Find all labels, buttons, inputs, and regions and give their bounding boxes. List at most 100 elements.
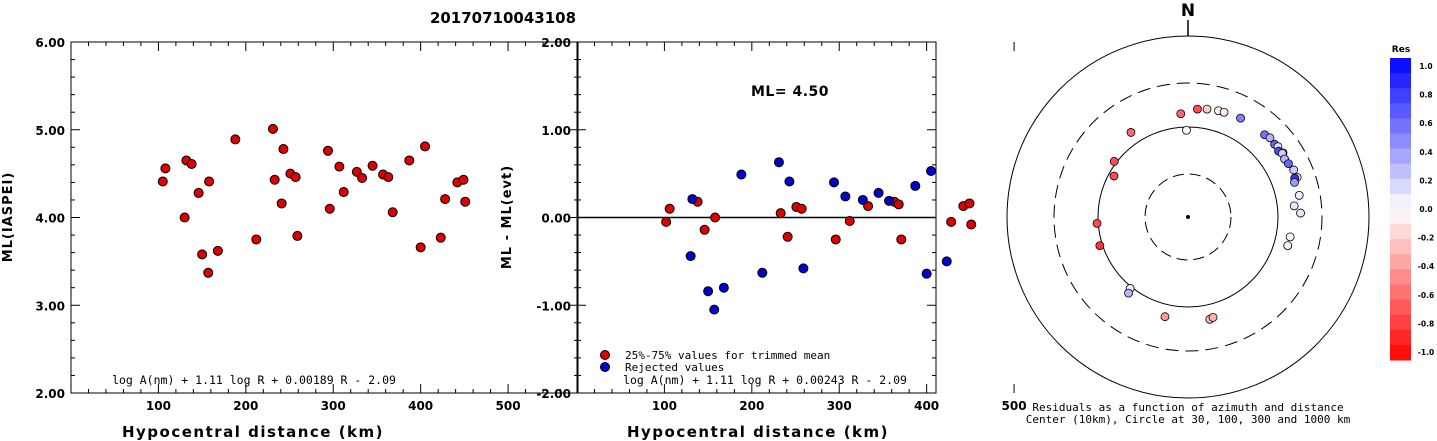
x-tick-labels: 100 200 300 400 500 — [652, 399, 1027, 413]
colorbar-tick-label: 0.2 — [1419, 176, 1432, 185]
colorbar-cell — [1390, 209, 1411, 225]
polar-caption-line2: Center (10km), Circle at 30, 100, 300 an… — [1026, 413, 1351, 426]
y-tick-label: 5.00 — [35, 124, 65, 138]
kept-point — [946, 216, 957, 227]
colorbar-cell — [1390, 118, 1411, 134]
rejected-point — [941, 256, 952, 267]
y-tick-label: -1.00 — [536, 299, 571, 313]
colorbar-tick-label: -1.0 — [1418, 348, 1434, 357]
residual-point — [1290, 178, 1299, 187]
data-point — [460, 196, 471, 207]
rejected-point — [873, 187, 884, 198]
data-point — [290, 172, 301, 183]
residual-point — [1289, 201, 1299, 211]
residual-point — [1236, 113, 1245, 123]
rejected-point — [910, 180, 921, 191]
residual-point — [1284, 159, 1293, 168]
colorbar-cell — [1390, 133, 1411, 150]
kept-point — [661, 216, 672, 227]
colorbar-cell — [1390, 224, 1411, 240]
kept-point — [782, 231, 793, 242]
colorbar-cell — [1390, 178, 1411, 195]
magnitude-formula: log A(nm) + 1.11 log R + 0.00243 R - 2.0… — [623, 373, 907, 387]
colorbar-cells — [1390, 58, 1411, 361]
x-tick-label: 300 — [321, 399, 346, 413]
kept-point — [966, 219, 977, 230]
ml-vs-distance-panel: 2.00 3.00 4.00 5.00 6.00 100 200 300 400 500 log… — [1, 36, 579, 441]
x-tick-label: 500 — [1002, 399, 1027, 413]
residual-point — [1289, 165, 1299, 175]
colorbar-tick-label: 1.0 — [1419, 62, 1432, 71]
magnitude-formula: log A(nm) + 1.11 log R + 0.00189 R - 2.0… — [112, 373, 396, 387]
data-point — [334, 161, 345, 172]
data-point — [357, 173, 368, 184]
data-point — [387, 207, 398, 218]
colorbar-tick-label: -0.8 — [1418, 319, 1434, 328]
rejected-point — [773, 157, 784, 168]
colorbar-tick-label: -0.4 — [1418, 262, 1434, 271]
x-axis-label: Hypocentral distance (km) — [627, 423, 889, 441]
ml-value-label: ML= 4.50 — [751, 84, 829, 100]
data-point — [269, 174, 280, 185]
kept-point — [699, 224, 710, 235]
kept-point — [844, 216, 855, 227]
colorbar-cell — [1390, 73, 1411, 89]
legend-marker-kept — [600, 350, 610, 360]
ring-30km — [1144, 173, 1232, 261]
residual-point — [1265, 133, 1275, 143]
data-points — [157, 123, 471, 278]
colorbar-cell — [1390, 193, 1411, 210]
data-point — [160, 163, 171, 174]
residual-point — [1202, 104, 1212, 114]
colorbar-tick-label: 0.4 — [1419, 148, 1432, 157]
residual-point — [1124, 288, 1133, 298]
colorbar-tick-label: 0.6 — [1419, 119, 1432, 128]
colorbar-cell — [1390, 148, 1411, 165]
rejected-point — [926, 165, 937, 176]
ring-1000km — [1006, 35, 1370, 399]
residual-colorbar: Res 1.0 0.8 0.6 0.4 0.2 0.0 -0.2 -0.4 -0.6 -0.8 -1… — [1390, 45, 1434, 361]
residual-point — [1283, 241, 1293, 251]
colorbar-cell — [1390, 58, 1411, 74]
kept-point — [664, 203, 675, 214]
residual-point — [1296, 208, 1305, 218]
data-point — [267, 123, 278, 134]
data-point — [278, 144, 289, 155]
rejected-point — [718, 282, 729, 293]
residual-point — [1176, 109, 1186, 119]
colorbar-cell — [1390, 284, 1411, 301]
residual-point — [1160, 312, 1170, 322]
rejected-point — [798, 263, 809, 274]
x-tick-label: 400 — [914, 399, 939, 413]
colorbar-cell — [1390, 344, 1411, 361]
residual-point — [1219, 107, 1229, 117]
x-axis-label: Hypocentral distance (km) — [122, 423, 384, 441]
x-tick-label: 100 — [146, 399, 171, 413]
y-tick-label: 0.00 — [541, 212, 571, 226]
y-tick-labels: 2.00 3.00 4.00 5.00 6.00 — [35, 36, 65, 401]
data-point — [383, 172, 394, 183]
axis-ticks — [577, 41, 1015, 394]
data-point — [338, 187, 349, 198]
data-point — [415, 242, 426, 253]
data-point — [276, 198, 287, 209]
legend: 25%-75% values for trimmed mean Rejected… — [600, 349, 830, 374]
rejected-point — [884, 195, 895, 206]
colorbar-tick-label: 0.8 — [1419, 91, 1432, 100]
rejected-point — [784, 176, 795, 187]
x-tick-label: 100 — [652, 399, 677, 413]
ring-300km — [1053, 82, 1323, 352]
data-point — [230, 134, 241, 145]
colorbar-cell — [1390, 88, 1411, 104]
rejected-point — [857, 194, 868, 205]
colorbar-cell — [1390, 239, 1411, 255]
colorbar-cell — [1390, 269, 1411, 285]
residual-point — [1109, 157, 1119, 166]
colorbar-cell — [1390, 314, 1411, 331]
kept-point — [893, 199, 904, 210]
legend-label-rejected: Rejected values — [625, 361, 724, 374]
data-point — [186, 158, 197, 169]
y-axis-label: ML - ML(evt) — [500, 165, 515, 269]
kept-point — [775, 208, 786, 219]
rejected-point — [687, 194, 698, 205]
